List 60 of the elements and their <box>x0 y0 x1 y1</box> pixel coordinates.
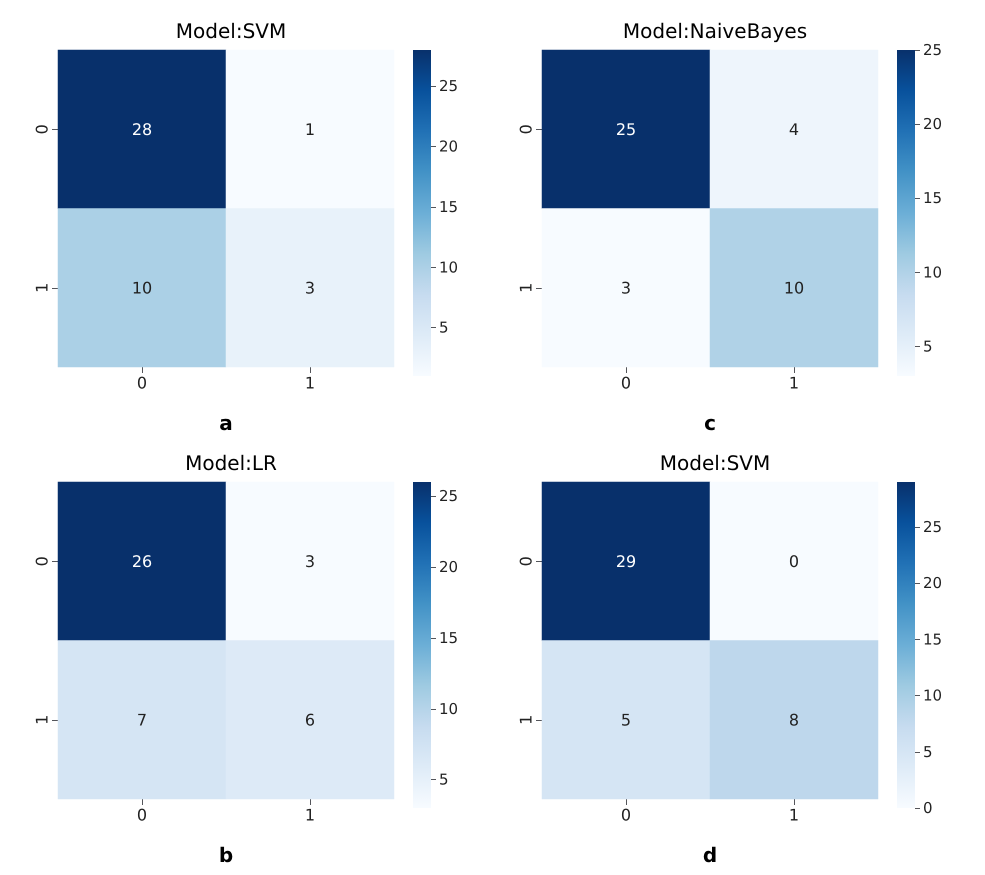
y-tick-label: 1 <box>32 282 52 293</box>
data-label: 10 <box>132 278 152 298</box>
chart-title: Model:SVM <box>176 19 286 43</box>
data-label: 4 <box>788 120 800 139</box>
y-tick-label: 1 <box>516 282 536 293</box>
x-axis-title: b <box>218 843 234 867</box>
color-bar-label: 15 <box>923 189 942 208</box>
data-label: 3 <box>304 278 316 298</box>
color-bar-label: 10 <box>923 686 942 705</box>
color-bar-label: 20 <box>439 138 458 156</box>
y-tick-label: 1 <box>516 714 536 725</box>
color-bar-label: 5 <box>439 770 449 789</box>
x-tick-label: 0 <box>136 374 148 392</box>
data-label: 6 <box>304 710 316 730</box>
y-tick-label: 0 <box>516 124 536 134</box>
x-tick-label: 1 <box>788 806 800 824</box>
color-bar-label: 25 <box>923 518 942 536</box>
data-label: 25 <box>616 120 636 139</box>
data-label: 0 <box>788 552 800 571</box>
x-tick-label: 1 <box>304 806 316 824</box>
color-bar-label: 15 <box>439 628 458 647</box>
y-tick-label: 0 <box>516 556 536 566</box>
color-bar-label: 10 <box>923 263 942 282</box>
x-axis-title: d <box>702 843 718 867</box>
x-tick-label: 1 <box>788 374 800 392</box>
x-tick-label: 0 <box>620 374 632 392</box>
color-bar-label: 20 <box>923 574 942 592</box>
y-tick-label: 1 <box>32 714 52 725</box>
x-tick-label: 0 <box>620 806 632 824</box>
data-label: 1 <box>304 120 316 139</box>
chart-title: Model:NaiveBayes <box>622 19 808 43</box>
y-tick-label: 0 <box>32 124 52 134</box>
y-tick-label: 0 <box>32 556 52 566</box>
chart-title: Model:SVM <box>660 451 770 475</box>
x-axis-title: a <box>219 411 233 435</box>
color-bar-label: 25 <box>923 41 942 59</box>
color-bar-label: 10 <box>439 258 458 276</box>
color-bar-label: 5 <box>439 318 449 337</box>
color-bar-label: 25 <box>439 77 458 96</box>
data-label: 8 <box>788 710 800 730</box>
data-label: 3 <box>304 552 316 571</box>
color-bar-label: 20 <box>923 115 942 134</box>
data-label: 3 <box>620 278 632 298</box>
color-bar-label: 15 <box>923 630 942 648</box>
data-label: 26 <box>132 552 152 571</box>
x-tick-label: 1 <box>304 374 316 392</box>
data-label: 29 <box>616 552 636 571</box>
chart-title: Model:LR <box>185 451 278 475</box>
color-bar-label: 15 <box>439 198 458 216</box>
data-label: 10 <box>784 278 804 298</box>
color-bar-label: 20 <box>439 558 458 576</box>
color-bar-label: 10 <box>439 700 458 718</box>
x-axis-title: c <box>704 411 716 435</box>
x-tick-label: 0 <box>136 806 148 824</box>
color-bar-label: 25 <box>439 487 458 506</box>
data-label: 5 <box>620 710 632 730</box>
data-label: 28 <box>132 120 152 139</box>
color-bar-label: 5 <box>923 742 933 761</box>
data-label: 7 <box>136 710 148 730</box>
color-bar-label: 5 <box>923 337 933 356</box>
